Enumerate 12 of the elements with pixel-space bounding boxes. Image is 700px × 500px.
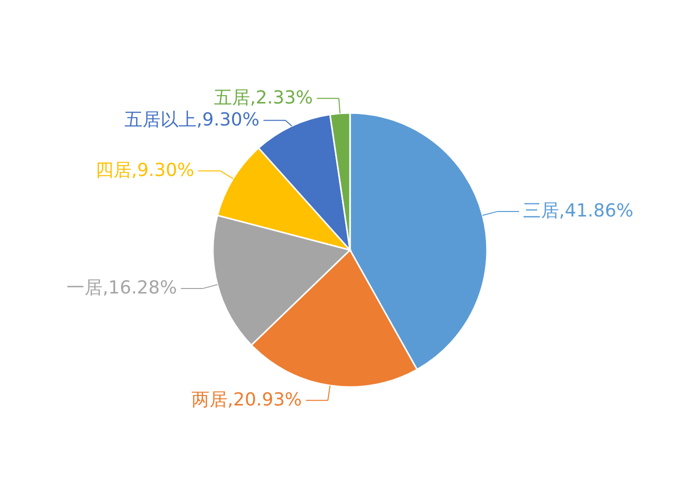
- slice-label: 五居以上: [124, 109, 197, 130]
- data-label: ,9.30%: [131, 160, 194, 181]
- slice-label: 五居: [214, 87, 250, 108]
- data-label: ,2.33%: [250, 87, 313, 108]
- data-label: ,41.86%: [559, 200, 634, 222]
- data-label: ,16.28%: [102, 277, 177, 298]
- slice-label: 四居: [95, 160, 132, 181]
- slice-label: 两居: [192, 389, 228, 410]
- legend-label: 三居: [523, 200, 560, 222]
- slice-label: 一居: [66, 277, 103, 298]
- data-label: ,20.93%: [228, 389, 302, 410]
- data-label: ,9.30%: [196, 109, 260, 130]
